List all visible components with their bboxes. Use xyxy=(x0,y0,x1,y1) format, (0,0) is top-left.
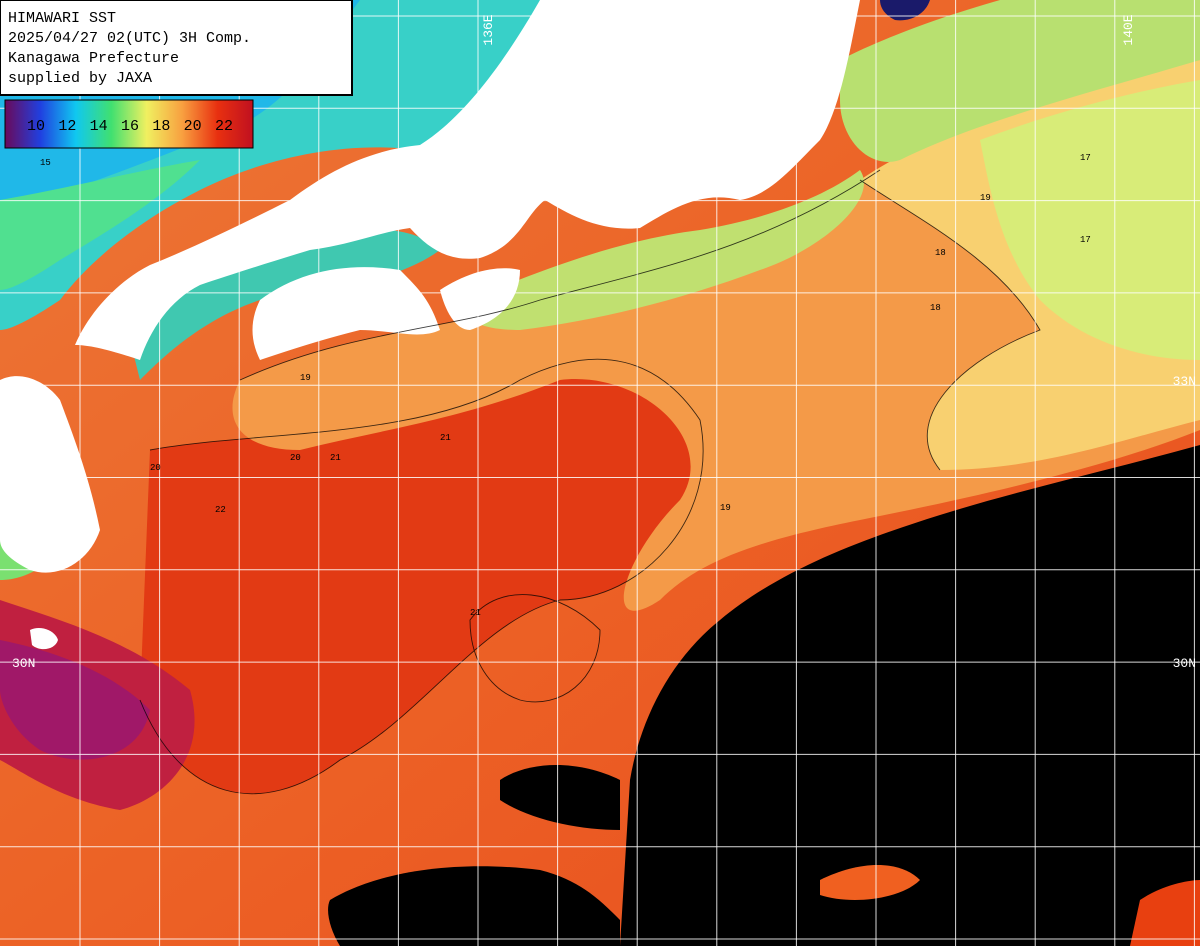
latitude-label: 30N xyxy=(12,656,35,671)
contour-label: 21 xyxy=(330,453,341,463)
contour-label: 21 xyxy=(440,433,451,443)
contour-label: 20 xyxy=(290,453,301,463)
contour-label: 18 xyxy=(935,248,946,258)
legend-tick-label: 18 xyxy=(152,118,170,135)
legend-tick-label: 10 xyxy=(27,118,45,135)
header-line: 2025/04/27 02(UTC) 3H Comp. xyxy=(8,30,251,47)
legend-tick-label: 14 xyxy=(90,118,108,135)
header-line: HIMAWARI SST xyxy=(8,10,116,27)
header-line: supplied by JAXA xyxy=(8,70,152,87)
contour-label: 19 xyxy=(300,373,311,383)
contour-label: 17 xyxy=(1080,153,1091,163)
longitude-label: 140E xyxy=(1121,14,1136,45)
contour-label: 15 xyxy=(40,158,51,168)
contour-label: 20 xyxy=(150,463,161,473)
contour-label: 19 xyxy=(980,193,991,203)
contour-label: 19 xyxy=(720,503,731,513)
latitude-label: 33N xyxy=(1173,374,1196,389)
contour-label: 21 xyxy=(470,608,481,618)
contour-label: 22 xyxy=(215,505,226,515)
legend-tick-label: 16 xyxy=(121,118,139,135)
legend-tick-label: 12 xyxy=(58,118,76,135)
longitude-label: 136E xyxy=(481,14,496,45)
legend-tick-label: 22 xyxy=(215,118,233,135)
contour-label: 18 xyxy=(930,303,941,313)
legend-tick-label: 20 xyxy=(184,118,202,135)
latitude-label: 30N xyxy=(1173,656,1196,671)
header-line: Kanagawa Prefecture xyxy=(8,50,179,67)
contour-label: 17 xyxy=(1080,235,1091,245)
